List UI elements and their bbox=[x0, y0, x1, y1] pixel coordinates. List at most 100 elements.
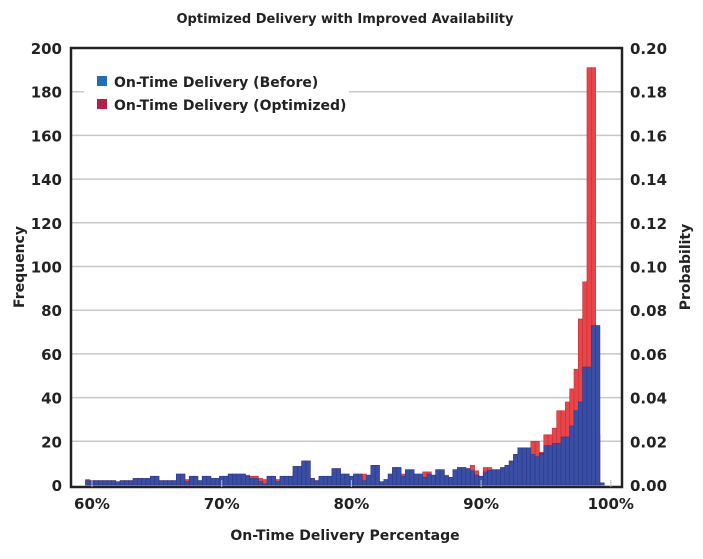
bar-before bbox=[565, 436, 570, 486]
bar-before bbox=[392, 467, 398, 486]
y-axis-ticks: 0 20 40 60 80 100 120 140 160 180 200 bbox=[31, 40, 62, 495]
bar-before bbox=[85, 480, 91, 486]
bar-before bbox=[431, 474, 436, 486]
x-axis-ticks: 60% 70% 80% 90% 100% bbox=[74, 480, 634, 513]
legend-swatch-optimized bbox=[97, 99, 107, 109]
bar-before bbox=[201, 475, 207, 486]
y-tick-label: 100 bbox=[31, 259, 62, 277]
bar-before bbox=[543, 445, 549, 486]
bar-before bbox=[106, 480, 112, 486]
series-optimized-bars bbox=[85, 67, 601, 486]
bar-before bbox=[474, 474, 480, 486]
bar-before bbox=[232, 473, 238, 486]
bar-before bbox=[387, 473, 393, 486]
bar-before bbox=[163, 480, 168, 486]
y-tick-label: 200 bbox=[31, 40, 62, 58]
bar-before bbox=[340, 473, 346, 486]
bar-before bbox=[456, 467, 462, 486]
bar-before bbox=[284, 475, 289, 486]
y-tick-label: 40 bbox=[41, 390, 62, 408]
bar-before bbox=[482, 471, 488, 486]
bar-before bbox=[197, 480, 203, 486]
bar-before bbox=[158, 480, 164, 486]
legend: On-Time Delivery (Before) On-Time Delive… bbox=[84, 66, 349, 118]
bar-before bbox=[357, 473, 363, 486]
bar-before bbox=[444, 475, 449, 486]
bar-before bbox=[249, 478, 255, 486]
y2-tick-label: 0.18 bbox=[630, 84, 667, 102]
plot-frame bbox=[69, 46, 624, 489]
bar-before bbox=[452, 469, 458, 486]
bar-before bbox=[167, 480, 173, 486]
bar-before bbox=[275, 481, 281, 486]
bar-before bbox=[301, 460, 307, 486]
legend-label-optimized: On-Time Delivery (Optimized) bbox=[114, 98, 346, 114]
bar-before bbox=[560, 436, 566, 486]
bar-before bbox=[534, 456, 540, 486]
legend-swatch-before bbox=[97, 76, 107, 86]
bar-before bbox=[383, 479, 389, 486]
bar-before bbox=[245, 475, 251, 486]
bar-before bbox=[405, 469, 411, 486]
series-before-bars bbox=[85, 325, 605, 486]
bar-before bbox=[119, 480, 125, 486]
bar-before bbox=[590, 325, 596, 486]
bar-before bbox=[305, 460, 311, 486]
x-tick-label: 90% bbox=[463, 495, 499, 513]
bar-before bbox=[599, 482, 605, 486]
bar-before bbox=[413, 473, 419, 486]
bar-before bbox=[111, 480, 117, 486]
bar-before bbox=[578, 401, 583, 486]
bar-before bbox=[422, 477, 428, 486]
bar-before bbox=[297, 466, 302, 486]
bar-before bbox=[573, 410, 579, 486]
bar-before bbox=[171, 480, 177, 486]
chart-title: Optimized Delivery with Improved Availab… bbox=[177, 12, 514, 27]
bar-before bbox=[344, 473, 350, 486]
bar-before bbox=[500, 467, 506, 486]
y-tick-label: 80 bbox=[41, 302, 62, 320]
bar-before bbox=[379, 481, 385, 486]
bar-before bbox=[465, 468, 471, 486]
bar-before bbox=[279, 475, 285, 486]
bar-before bbox=[292, 466, 298, 486]
y2-tick-label: 0.00 bbox=[630, 477, 667, 495]
bar-before bbox=[469, 470, 475, 486]
y2-tick-label: 0.06 bbox=[630, 346, 667, 364]
bar-before bbox=[409, 469, 415, 486]
x-tick-label: 70% bbox=[204, 495, 240, 513]
y-tick-label: 180 bbox=[31, 84, 62, 102]
bar-before bbox=[314, 480, 320, 486]
bar-before bbox=[236, 473, 242, 486]
y-tick-label: 20 bbox=[41, 433, 62, 451]
y2-tick-label: 0.10 bbox=[630, 259, 667, 277]
y-tick-label: 0 bbox=[52, 477, 62, 495]
y-tick-label: 160 bbox=[31, 127, 62, 145]
y2-tick-label: 0.12 bbox=[630, 215, 667, 233]
bar-before bbox=[595, 325, 601, 486]
bar-before bbox=[327, 475, 333, 486]
bar-before bbox=[214, 478, 220, 486]
bar-before bbox=[210, 478, 216, 486]
bar-before bbox=[206, 475, 212, 486]
y2-tick-label: 0.14 bbox=[630, 171, 667, 189]
bar-before bbox=[547, 445, 553, 486]
bar-before bbox=[188, 475, 194, 486]
bar-before bbox=[569, 425, 575, 486]
bar-before bbox=[102, 480, 108, 486]
x-tick-label: 100% bbox=[588, 495, 634, 513]
bar-before bbox=[124, 480, 130, 486]
legend-label-before: On-Time Delivery (Before) bbox=[114, 75, 318, 91]
bar-before bbox=[418, 473, 424, 486]
bar-before bbox=[266, 475, 272, 486]
bar-before bbox=[426, 473, 432, 486]
bar-before bbox=[361, 480, 367, 486]
bar-before bbox=[487, 470, 493, 486]
y2-tick-label: 0.20 bbox=[630, 40, 667, 58]
bar-before bbox=[586, 366, 592, 486]
x-tick-label: 60% bbox=[74, 495, 110, 513]
bar-before bbox=[582, 366, 588, 486]
bar-before bbox=[288, 475, 294, 486]
bar-before bbox=[396, 467, 402, 486]
